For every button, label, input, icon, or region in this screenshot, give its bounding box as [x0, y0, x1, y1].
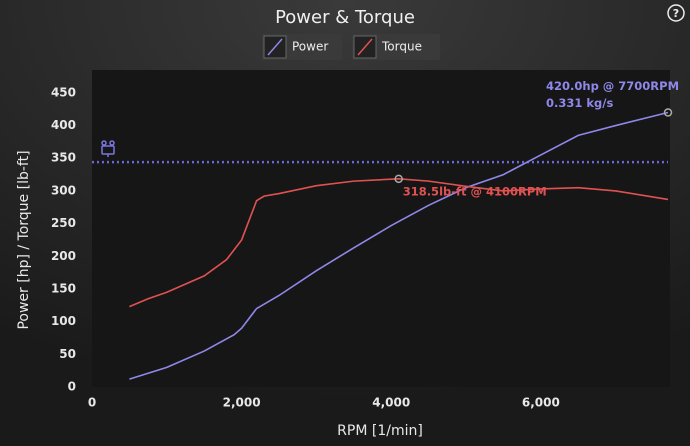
y-tick-label: 100 [51, 314, 76, 328]
series-line [129, 111, 669, 380]
chart-title: Power & Torque [275, 7, 415, 28]
help-button[interactable]: ? [667, 4, 685, 22]
y-tick-label: 350 [51, 151, 76, 165]
x-tick-label: 0 [88, 396, 96, 410]
help-circle[interactable] [667, 4, 685, 22]
legend-line[interactable] [267, 38, 283, 56]
x-axis-label: RPM [1/min] [337, 423, 423, 439]
engine-icon [101, 140, 115, 157]
y-tick-label: 450 [51, 85, 76, 99]
plot-area [92, 70, 670, 387]
y-tick-label: 200 [51, 249, 76, 263]
y-tick-label: 300 [51, 183, 76, 197]
legend-item[interactable]: Power [262, 34, 342, 60]
x-tick-label: 4,000 [372, 396, 410, 410]
legend-label[interactable]: Power [292, 40, 328, 54]
help-label[interactable]: ? [673, 7, 679, 20]
series-line [129, 178, 669, 308]
x-tick-label: 2,000 [223, 396, 261, 410]
peak-marker [663, 108, 673, 117]
y-tick-label: 0 [68, 380, 76, 394]
y-tick-label: 400 [51, 118, 76, 132]
peak-marker [394, 174, 403, 184]
annotation: 420.0hp @ 7700RPM [546, 79, 679, 93]
y-tick-label: 150 [51, 281, 76, 295]
annotation: 318.5lb-ft @ 4100RPM [403, 184, 547, 198]
y-tick-label: 250 [51, 216, 76, 230]
y-tick-label: 50 [59, 347, 76, 361]
legend-line[interactable] [357, 38, 373, 56]
legend-item[interactable]: Torque [352, 34, 440, 60]
annotation: 0.331 kg/s [546, 96, 613, 110]
legend-label[interactable]: Torque [381, 40, 422, 54]
x-tick-label: 6,000 [522, 396, 560, 410]
y-axis-label: Power [hp] / Torque [lb-ft] [16, 150, 32, 329]
